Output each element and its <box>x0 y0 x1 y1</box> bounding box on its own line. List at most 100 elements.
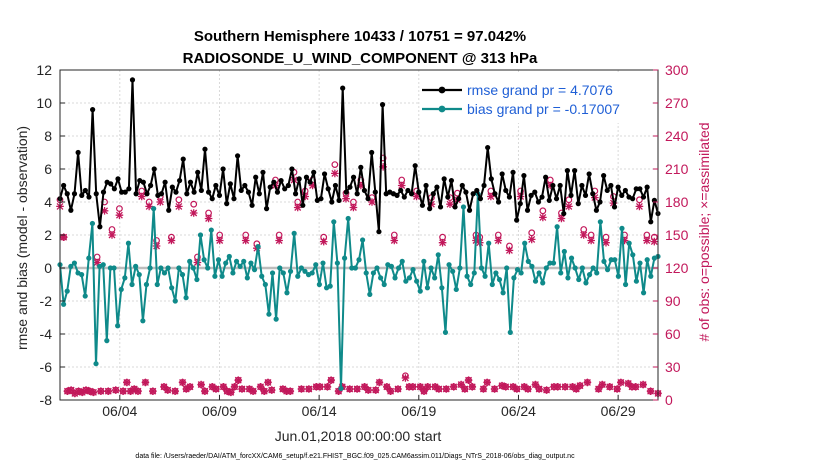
obs_assimilated-marker <box>501 383 510 391</box>
obs_assimilated-marker <box>420 387 428 395</box>
rmse-point <box>245 189 252 195</box>
rmse-point <box>216 192 223 198</box>
obs_assimilated-marker <box>141 378 150 387</box>
bias-point <box>392 275 398 281</box>
legend-bias-label: bias grand pr = -0.17007 <box>467 101 620 117</box>
obs_assimilated-marker <box>353 385 361 393</box>
bias-point <box>291 230 297 236</box>
bias-point <box>558 270 564 276</box>
bias-point <box>594 270 600 276</box>
bias-point <box>212 273 218 279</box>
bias-point <box>259 273 265 279</box>
rmse-point <box>75 149 81 156</box>
rmse-point <box>423 182 429 189</box>
legend-box <box>420 73 652 123</box>
bias-point <box>230 270 236 276</box>
bias-point <box>295 273 301 279</box>
x-axis-label: Jun.01,2018 00:00:00 start <box>275 428 442 444</box>
rmse-point <box>510 169 516 175</box>
rmse-point <box>481 182 487 189</box>
bias-point <box>251 267 258 273</box>
obs_assimilated-marker <box>104 387 113 395</box>
obs_assimilated-marker <box>483 378 491 387</box>
obs_assimilated-marker <box>267 386 276 394</box>
bias-point <box>190 265 196 271</box>
bias-point <box>504 265 510 271</box>
obs_assimilated-marker <box>85 387 94 395</box>
bias-point <box>496 276 503 283</box>
rmse-point <box>575 201 581 207</box>
rmse-point <box>485 144 491 151</box>
legend-bias-marker <box>438 105 446 113</box>
bias-point <box>176 265 182 271</box>
bias-point <box>125 240 132 246</box>
bias-point <box>277 265 283 271</box>
obs_assimilated-marker <box>576 381 584 390</box>
obs_assimilated-marker <box>635 202 644 211</box>
rmse-point <box>350 174 357 180</box>
bias-point <box>370 270 377 276</box>
rmse-point <box>499 171 505 177</box>
obs_assimilated-marker <box>145 202 153 211</box>
obs_assimilated-marker <box>152 242 161 250</box>
bias-point <box>543 265 549 271</box>
bias-point <box>435 252 441 258</box>
x-tick-label: 06/04 <box>102 403 137 419</box>
bias-point <box>82 293 88 299</box>
bias-point <box>320 260 326 266</box>
rmse-point <box>405 187 411 194</box>
x-tick-label: 06/29 <box>601 403 636 419</box>
rmse-point <box>593 207 599 213</box>
rmse-point <box>459 182 465 189</box>
obs_assimilated-marker <box>293 203 302 212</box>
obs_assimilated-marker <box>591 193 599 202</box>
bias-point <box>183 295 189 301</box>
bias-point <box>511 275 517 281</box>
obs_assimilated-marker <box>431 383 439 391</box>
bias-point <box>522 240 528 246</box>
rmse-point <box>546 197 552 203</box>
obs_assimilated-marker <box>375 378 384 387</box>
rmse-point <box>379 102 386 108</box>
obs_assimilated-marker <box>256 383 265 391</box>
rmse-point <box>361 187 368 194</box>
bias-point <box>403 278 409 284</box>
bias-point <box>172 298 178 304</box>
rmse-point <box>332 182 339 189</box>
bias-point <box>457 265 463 271</box>
obs_assimilated-marker <box>464 376 473 384</box>
bias-point <box>269 270 276 276</box>
bias-point <box>64 288 70 294</box>
obs_assimilated-marker <box>305 385 313 393</box>
obs_assimilated-marker <box>93 258 101 267</box>
obs_assimilated-marker <box>561 383 569 391</box>
obs_assimilated-marker <box>613 385 621 393</box>
obs_assimilated-marker <box>163 386 172 394</box>
bias-point <box>396 265 402 271</box>
bias-point <box>540 280 546 286</box>
obs_assimilated-marker <box>624 379 633 388</box>
bias-point <box>597 219 603 225</box>
bias-point <box>464 273 470 279</box>
obs_assimilated-marker <box>416 383 425 391</box>
obs_assimilated-marker <box>394 385 402 393</box>
bias-point <box>536 270 542 276</box>
right-axis-label: # of obs: o=possible; ×=assimilated <box>696 122 712 341</box>
obs_assimilated-marker <box>520 383 529 391</box>
left-tick-label: 6 <box>44 161 52 177</box>
obs_assimilated-marker <box>234 376 243 384</box>
bias-point <box>89 220 96 227</box>
left-tick-label: -8 <box>40 392 53 408</box>
bias-point <box>568 255 575 261</box>
bias-point <box>187 258 193 264</box>
rmse-point <box>205 189 212 195</box>
rmse-point <box>61 182 67 189</box>
left-tick-label: 2 <box>44 227 52 243</box>
obs_assimilated-marker <box>557 214 566 223</box>
bias-point <box>309 270 315 276</box>
rmse-point <box>307 179 313 185</box>
bias-point <box>424 285 431 291</box>
rmse-point <box>604 187 610 194</box>
bias-point <box>287 268 294 274</box>
